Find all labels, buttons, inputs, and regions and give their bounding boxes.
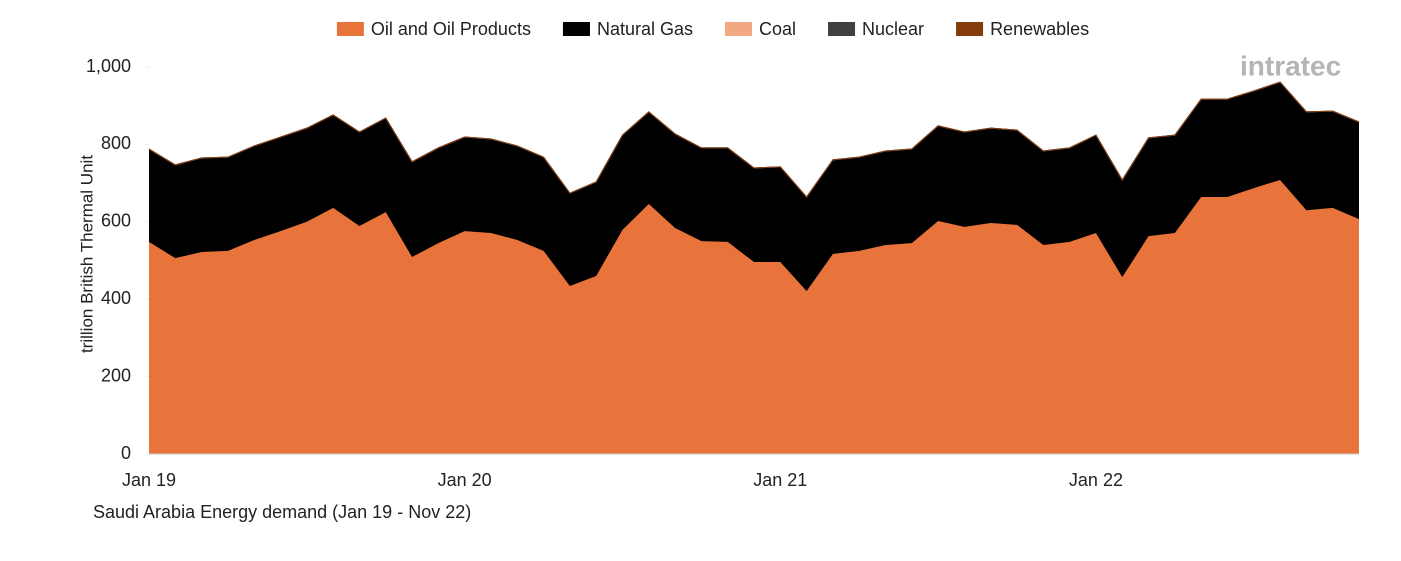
area-edge [148, 81, 1360, 198]
legend-swatch [336, 22, 364, 36]
y-tick-label: 600 [101, 211, 131, 231]
chart-title: Saudi Arabia Energy demand (Jan 19 - Nov… [93, 502, 471, 522]
y-tick-label: 0 [121, 443, 131, 463]
y-tick-label: 200 [101, 365, 131, 385]
y-tick-label: 1,000 [86, 56, 131, 76]
legend-swatch [725, 22, 752, 36]
legend-swatch [562, 22, 590, 36]
y-tick-label: 800 [101, 133, 131, 153]
area-fill [149, 180, 1359, 454]
y-axis-label: trillion British Thermal Unit [77, 155, 96, 353]
legend-label: Coal [759, 19, 796, 39]
legend-label: Renewables [990, 19, 1089, 39]
legend-label: Nuclear [862, 19, 924, 39]
area-fill [149, 82, 1359, 292]
legend-label: Natural Gas [597, 19, 693, 39]
x-tick-label: Jan 21 [753, 470, 807, 490]
y-tick-label: 400 [101, 288, 131, 308]
logo: intratec [1240, 50, 1341, 81]
x-tick-label: Jan 20 [438, 470, 492, 490]
legend-label: Oil and Oil Products [371, 19, 531, 39]
x-tick-label: Jan 19 [122, 470, 176, 490]
legend-swatch [828, 22, 856, 36]
legend-swatch [956, 22, 984, 36]
legend: Oil and Oil Products Natural Gas Coal Nucle… [336, 19, 1089, 39]
x-tick-label: Jan 22 [1069, 470, 1123, 490]
